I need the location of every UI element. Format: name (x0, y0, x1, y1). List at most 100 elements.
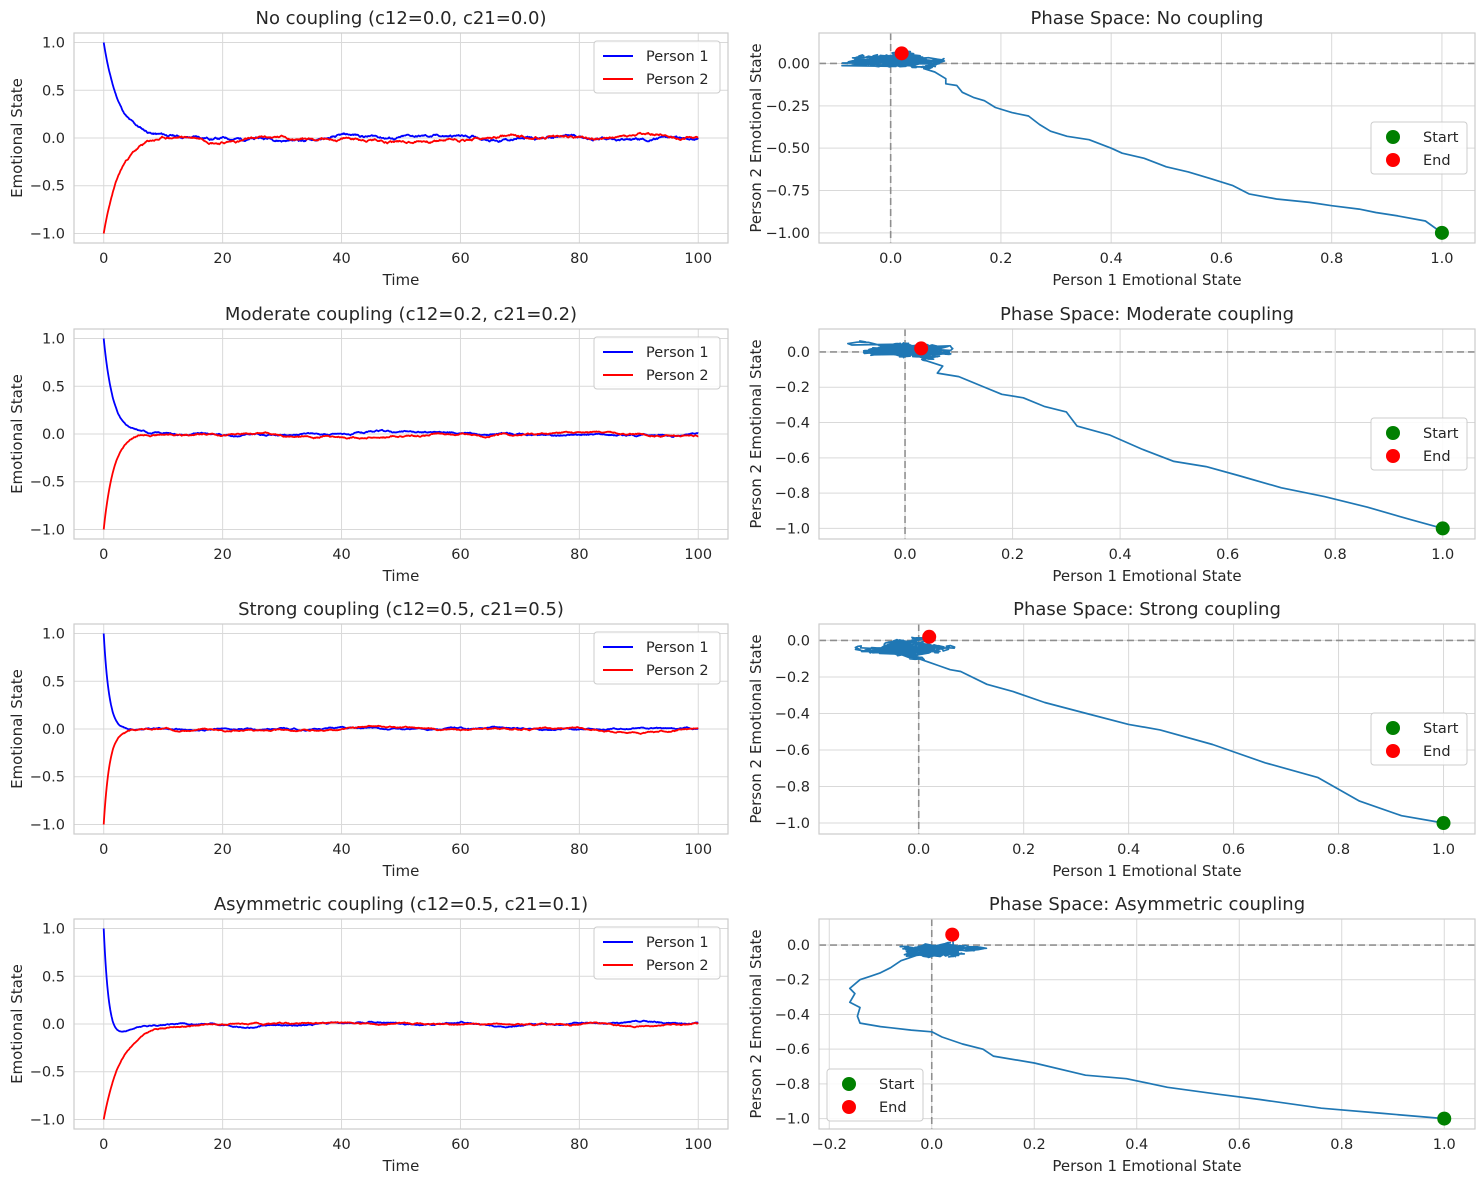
chart-title: Strong coupling (c12=0.5, c21=0.5) (238, 599, 564, 620)
x-tick-label: 100 (684, 251, 712, 267)
x-tick-label: 0.2 (989, 251, 1012, 267)
legend-label: Start (1423, 130, 1459, 146)
x-tick-label: 80 (570, 1137, 588, 1153)
axes-frame (818, 328, 1476, 540)
legend-swatch (1386, 449, 1400, 463)
y-tick-label: −1.0 (775, 816, 810, 832)
legend-label: Person 1 (646, 935, 709, 951)
chart-title: Phase Space: Asymmetric coupling (989, 894, 1305, 915)
x-tick-label: 0.4 (1109, 547, 1132, 563)
y-tick-label: −0.2 (775, 380, 810, 396)
x-tick-label: 20 (213, 1137, 231, 1153)
y-tick-label: −1.0 (30, 817, 65, 833)
y-tick-label: −1.0 (775, 521, 810, 537)
y-tick-label: −0.8 (775, 780, 810, 796)
y-tick-label: 0.0 (42, 131, 65, 147)
legend-swatch (842, 1077, 856, 1091)
ts-moderate-panel: 0 20 40 60 80 100 −1.0 −0.5 0.0 0.5 1.0 Moderate co… (8, 304, 729, 585)
x-tick-label: 60 (451, 547, 469, 563)
plot-content (819, 919, 1475, 1129)
legend-swatch (1386, 130, 1400, 144)
series-line-2 (102, 1021, 699, 1120)
y-tick-label: −0.6 (775, 743, 810, 759)
legend-swatch (842, 1100, 856, 1114)
x-tick-label: 1.0 (1431, 547, 1454, 563)
chart-title: Moderate coupling (c12=0.2, c21=0.2) (225, 304, 577, 325)
legend-label: End (1423, 153, 1451, 169)
end-marker (894, 46, 909, 61)
y-tick-label: 0.5 (42, 83, 65, 99)
plot-area (819, 624, 1475, 834)
y-axis-label: Emotional State (8, 78, 26, 198)
x-tick-label: 0.2 (1001, 547, 1024, 563)
legend: Person 1 Person 2 (593, 631, 721, 685)
x-tick-label: 80 (570, 251, 588, 267)
legend-swatch (1386, 721, 1400, 735)
y-tick-label: 0.5 (42, 969, 65, 985)
y-tick-label: −1.00 (766, 226, 810, 242)
legend: Start End (826, 1068, 924, 1122)
start-marker (1436, 816, 1451, 831)
legend-label: End (1423, 744, 1451, 760)
legend-swatch (1386, 426, 1400, 440)
legend-label: Start (1423, 721, 1459, 737)
axes-frame (818, 623, 1476, 835)
y-tick-label: −0.2 (775, 973, 810, 989)
axes-frame (73, 328, 729, 540)
x-tick-label: 100 (684, 842, 712, 858)
plot-content (102, 928, 699, 1120)
y-tick-label: 0.0 (787, 938, 810, 954)
y-tick-label: −0.6 (775, 1042, 810, 1058)
ts-asym-panel: 0 20 40 60 80 100 −1.0 −0.5 0.0 0.5 1.0 Asymmetric … (8, 894, 729, 1175)
x-tick-label: 80 (570, 547, 588, 563)
x-tick-label: 0 (99, 547, 108, 563)
x-axis-label: Time (382, 1157, 420, 1175)
y-tick-label: 1.0 (42, 627, 65, 643)
y-tick-label: −0.4 (775, 416, 810, 432)
end-marker (914, 341, 929, 356)
y-tick-label: −0.2 (775, 670, 810, 686)
ps-moderate-panel: 0.0 0.2 0.4 0.6 0.8 1.0 −1.0 −0.8 −0.6 −0.4 −0.2 0.… (747, 304, 1476, 585)
axes-frame (73, 918, 729, 1130)
x-tick-label: 0 (99, 1137, 108, 1153)
x-tick-label: 0.8 (1330, 1137, 1353, 1153)
legend: Start End (1370, 121, 1468, 175)
y-axis-label: Emotional State (8, 964, 26, 1084)
x-tick-label: 60 (451, 842, 469, 858)
y-tick-label: 0.0 (42, 1017, 65, 1033)
y-tick-label: −0.25 (766, 99, 810, 115)
x-axis-label: Person 1 Emotional State (1052, 271, 1241, 289)
y-tick-label: −1.0 (775, 1112, 810, 1128)
y-tick-label: 0.0 (787, 633, 810, 649)
y-tick-label: −1.0 (30, 522, 65, 538)
x-tick-label: 0.2 (1012, 842, 1035, 858)
chart-title: Phase Space: Moderate coupling (1000, 304, 1294, 325)
series-line-2 (102, 430, 699, 530)
legend: Start End (1370, 417, 1468, 471)
y-axis-label: Person 2 Emotional State (747, 339, 765, 528)
plot-content (102, 42, 699, 234)
x-tick-label: 60 (451, 1137, 469, 1153)
x-tick-label: 0.4 (1117, 842, 1140, 858)
ps-strong-panel: 0.0 0.2 0.4 0.6 0.8 1.0 −1.0 −0.8 −0.6 −0.4 −0.2 0.… (747, 599, 1476, 880)
y-tick-label: −0.4 (775, 706, 810, 722)
y-tick-label: −0.75 (766, 184, 810, 200)
end-marker (945, 927, 960, 942)
legend-label: Person 2 (646, 368, 709, 384)
x-tick-label: 0.2 (1023, 1137, 1046, 1153)
chart-title: Asymmetric coupling (c12=0.5, c21=0.1) (214, 894, 588, 915)
x-tick-label: 0.0 (894, 547, 917, 563)
chart-title: No coupling (c12=0.0, c21=0.0) (255, 8, 546, 29)
plot-content (102, 633, 699, 825)
axes-frame (73, 32, 729, 244)
x-tick-label: 0.0 (879, 251, 902, 267)
y-tick-label: −0.5 (30, 1065, 65, 1081)
x-tick-label: 80 (570, 842, 588, 858)
x-tick-label: 1.0 (1430, 251, 1453, 267)
y-axis-label: Person 2 Emotional State (747, 43, 765, 232)
x-tick-label: 40 (332, 251, 350, 267)
ts-strong-panel: 0 20 40 60 80 100 −1.0 −0.5 0.0 0.5 1.0 Strong coup… (8, 599, 729, 880)
legend: Person 1 Person 2 (593, 336, 721, 390)
chart-title: Phase Space: No coupling (1031, 8, 1264, 29)
axes-frame (818, 32, 1476, 244)
